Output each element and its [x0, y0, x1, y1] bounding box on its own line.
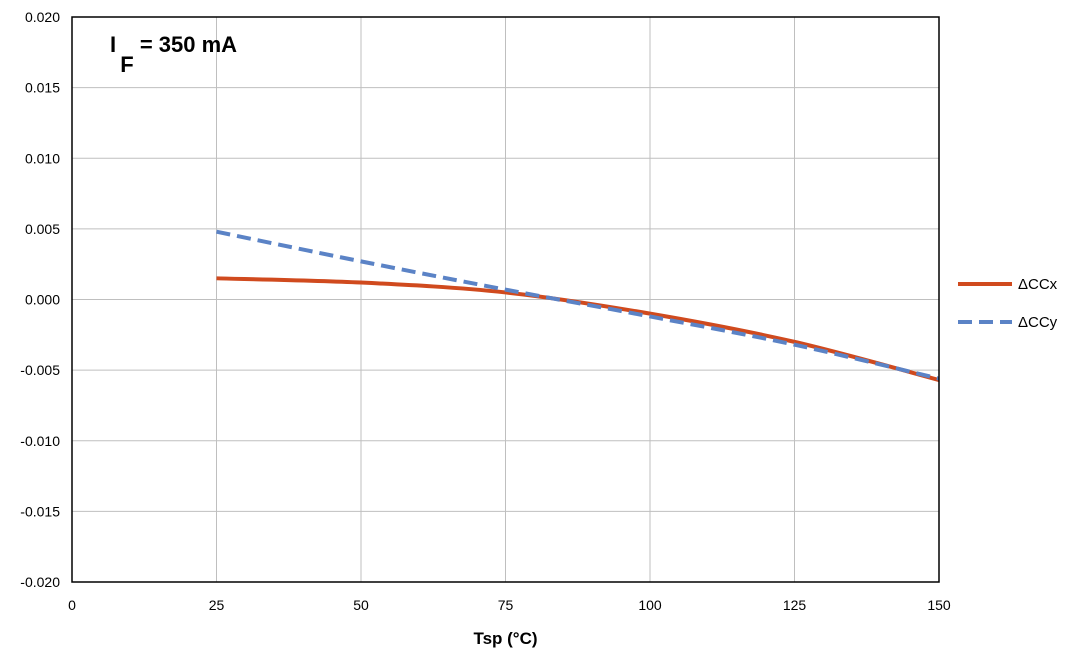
x-tick-label: 100 — [638, 597, 662, 613]
legend-label: ΔCCx — [1018, 276, 1058, 293]
grid — [71, 16, 940, 583]
x-tick-label: 150 — [927, 597, 951, 613]
legend-label: ΔCCy — [1018, 314, 1058, 331]
y-tick-label: -0.020 — [20, 574, 60, 590]
y-tick-label: -0.015 — [20, 503, 60, 519]
x-tick-label: 75 — [498, 597, 514, 613]
series-line-2 — [216, 229, 940, 381]
y-tick-label: 0.020 — [25, 9, 60, 25]
x-tick-label: 50 — [353, 597, 369, 613]
y-tick-label: 0.015 — [25, 80, 60, 96]
x-tick-label: 0 — [68, 597, 76, 613]
plot-border — [71, 16, 940, 583]
series-line-1 — [216, 276, 940, 382]
current-annotation: I F = 350 mA — [110, 32, 237, 77]
series-layer — [216, 229, 940, 382]
x-tick-labels: 0 25 50 75 100 125 150 — [68, 597, 951, 613]
x-tick-label: 25 — [209, 597, 225, 613]
y-tick-label: 0.005 — [25, 221, 60, 237]
y-tick-label: 0.000 — [25, 292, 60, 308]
x-tick-label: 125 — [783, 597, 807, 613]
y-tick-labels: 0.020 0.015 0.010 0.005 0.000 -0.005 -0.010 -0.… — [20, 9, 60, 590]
y-tick-label: -0.010 — [20, 433, 60, 449]
y-tick-label: 0.010 — [25, 150, 60, 166]
annotation-subscript: F — [120, 52, 133, 77]
annotation-value: = 350 mA — [140, 32, 237, 57]
annotation-symbol: I — [110, 32, 116, 57]
legend: ΔCCx ΔCCy — [958, 276, 1058, 331]
y-tick-label: -0.005 — [20, 362, 60, 378]
x-axis-title: Tsp (°C) — [473, 629, 537, 648]
